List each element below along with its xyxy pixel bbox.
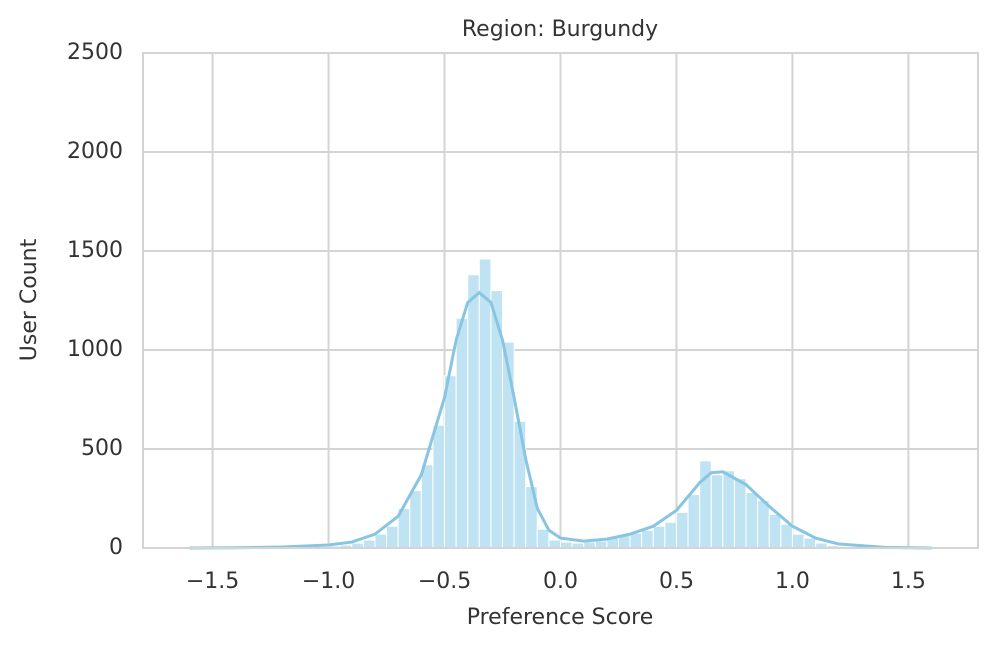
- bar: [594, 540, 608, 549]
- x-tick-label: 1.5: [891, 569, 926, 594]
- y-tick-label: 2500: [67, 40, 123, 65]
- bar: [722, 470, 735, 549]
- bar: [641, 529, 654, 549]
- x-tick-label: 0.0: [543, 569, 578, 594]
- y-tick-label: 1000: [67, 337, 123, 362]
- bar: [757, 499, 770, 549]
- bar: [803, 537, 817, 549]
- y-tick-label: 1500: [67, 238, 123, 263]
- kde-line: [189, 290, 932, 550]
- x-tick-label: −0.5: [418, 569, 471, 594]
- bar: [652, 525, 666, 549]
- y-tick-label: 2000: [67, 139, 123, 164]
- bar: [432, 424, 446, 549]
- bar: [768, 513, 782, 549]
- bar: [710, 474, 724, 549]
- chart-title: Region: Burgundy: [462, 17, 658, 42]
- x-tick-label: −1.0: [302, 569, 355, 594]
- bar: [467, 274, 480, 549]
- bar: [444, 375, 457, 549]
- bar: [745, 492, 759, 549]
- bar: [687, 494, 701, 549]
- plot-frame: [142, 52, 979, 549]
- bar: [513, 420, 527, 549]
- x-tick-label: 0.5: [659, 569, 694, 594]
- bar: [548, 539, 561, 549]
- y-tick-label: 500: [81, 436, 123, 461]
- bar: [455, 317, 469, 549]
- bar: [733, 478, 747, 549]
- bar: [780, 523, 793, 549]
- bar: [409, 490, 422, 549]
- bar: [536, 528, 550, 549]
- bar: [420, 464, 434, 549]
- bar: [386, 525, 399, 549]
- bar: [374, 533, 388, 549]
- x-tick-label: −1.5: [186, 569, 239, 594]
- bar: [675, 511, 689, 549]
- bar: [362, 539, 376, 549]
- x-tick-label: 1.0: [775, 569, 810, 594]
- bar: [664, 521, 677, 549]
- y-axis-label: User Count: [17, 238, 42, 361]
- x-axis-label: Preference Score: [467, 605, 654, 630]
- bar: [490, 290, 504, 549]
- bar: [629, 532, 643, 549]
- grid: [143, 52, 978, 549]
- y-tick-label: 0: [109, 535, 123, 560]
- bar: [791, 533, 805, 549]
